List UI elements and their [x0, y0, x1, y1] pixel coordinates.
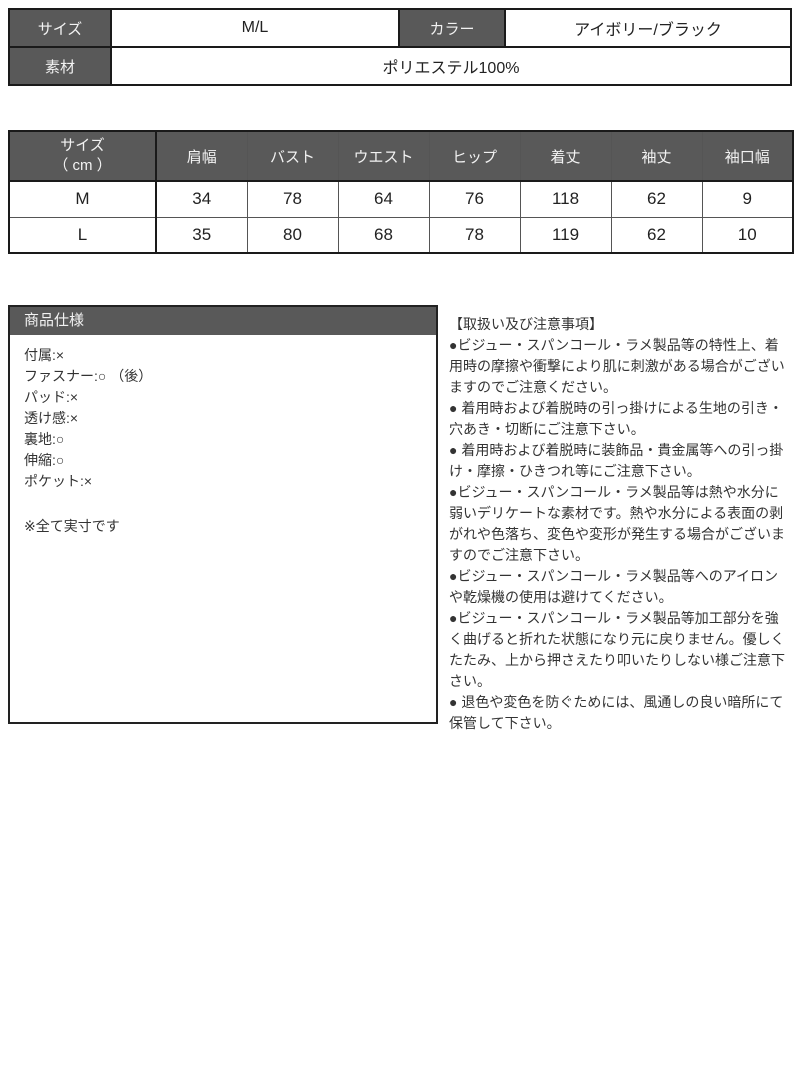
size-chart-corner-line2: （ cm ） — [53, 157, 112, 174]
spec-line-pocket: ポケット:× — [24, 473, 93, 489]
spec-line-pad: パッド:× — [24, 389, 79, 405]
spec-box-body: 付属:× ファスナー:○ （後） パッド:× 透け感:× 裏地:○ 伸縮:○ ポ… — [10, 335, 436, 547]
spec-blank-spacer — [24, 492, 422, 516]
column-header-hip: ヒップ — [428, 130, 521, 182]
size-l-hip: 78 — [428, 216, 521, 254]
size-m-hip: 76 — [428, 180, 521, 218]
bottom-section: 商品仕様 付属:× ファスナー:○ （後） パッド:× 透け感:× 裏地:○ 伸… — [8, 305, 792, 734]
care-note-item: ●ビジュー・スパンコール・ラメ製品等へのアイロンや乾燥機の使用は避けてください。 — [449, 568, 779, 605]
info-table-row-1: サイズ M/L カラー アイボリー/ブラック — [8, 8, 792, 48]
care-notes: 【取扱い及び注意事項】 ●ビジュー・スパンコール・ラメ製品等の特性上、着用時の摩… — [449, 305, 792, 734]
care-note-item: ● 退色や変色を防ぐためには、風通しの良い暗所にて保管して下さい。 — [449, 694, 784, 731]
size-m-label: M — [8, 180, 157, 218]
size-m-shoulder: 34 — [155, 180, 248, 218]
size-m-length: 118 — [519, 180, 612, 218]
spec-line-fastener: ファスナー:○ （後） — [24, 368, 153, 384]
column-header-length: 着丈 — [519, 130, 612, 182]
size-chart-corner-line1: サイズ — [60, 137, 105, 154]
size-l-waist: 68 — [337, 216, 430, 254]
column-header-waist: ウエスト — [337, 130, 430, 182]
care-note-item: ● 着用時および着脱時の引っ掛けによる生地の引き・穴あき・切断にご注意下さい。 — [449, 400, 783, 437]
size-value-cell: M/L — [110, 8, 400, 48]
column-header-shoulder: 肩幅 — [155, 130, 248, 182]
size-l-label: L — [8, 216, 157, 254]
spec-line-accessories: 付属:× — [24, 347, 65, 363]
product-info-table: サイズ M/L カラー アイボリー/ブラック 素材 ポリエステル100% — [8, 8, 792, 86]
size-label-cell: サイズ — [8, 8, 112, 48]
size-m-cuff: 9 — [701, 180, 794, 218]
product-spec-page: サイズ M/L カラー アイボリー/ブラック 素材 ポリエステル100% サイズ… — [8, 8, 794, 734]
size-row-m: M 34 78 64 76 118 62 9 — [8, 180, 794, 218]
size-m-waist: 64 — [337, 180, 430, 218]
column-header-bust: バスト — [246, 130, 339, 182]
size-l-shoulder: 35 — [155, 216, 248, 254]
size-l-length: 119 — [519, 216, 612, 254]
column-header-sleeve: 袖丈 — [610, 130, 703, 182]
material-value-cell: ポリエステル100% — [110, 46, 792, 86]
column-header-cuff: 袖口幅 — [701, 130, 794, 182]
size-l-bust: 80 — [246, 216, 339, 254]
care-note-item: ●ビジュー・スパンコール・ラメ製品等加工部分を強く曲げると折れた状態になり元に戻… — [449, 610, 785, 689]
spec-line-lining: 裏地:○ — [24, 431, 65, 447]
spec-line-stretch: 伸縮:○ — [24, 452, 65, 468]
size-chart-header-row: サイズ （ cm ） 肩幅 バスト ウエスト ヒップ 着丈 袖丈 袖口幅 — [8, 130, 794, 182]
spec-box-title: 商品仕様 — [10, 307, 436, 335]
color-value-cell: アイボリー/ブラック — [504, 8, 792, 48]
size-m-sleeve: 62 — [610, 180, 703, 218]
size-row-l: L 35 80 68 78 119 62 10 — [8, 216, 794, 254]
spec-line-sheerness: 透け感:× — [24, 410, 79, 426]
material-label-cell: 素材 — [8, 46, 112, 86]
care-notes-title: 【取扱い及び注意事項】 — [449, 316, 603, 332]
size-chart-corner-cell: サイズ （ cm ） — [8, 130, 157, 182]
size-l-sleeve: 62 — [610, 216, 703, 254]
color-label-cell: カラー — [398, 8, 506, 48]
info-table-row-2: 素材 ポリエステル100% — [8, 46, 792, 86]
care-note-item: ●ビジュー・スパンコール・ラメ製品等は熱や水分に弱いデリケートな素材です。熱や水… — [449, 484, 785, 563]
spec-note: ※全て実寸です — [24, 518, 120, 534]
size-m-bust: 78 — [246, 180, 339, 218]
size-measurement-table: サイズ （ cm ） 肩幅 バスト ウエスト ヒップ 着丈 袖丈 袖口幅 M 3… — [8, 130, 794, 254]
care-note-item: ●ビジュー・スパンコール・ラメ製品等の特性上、着用時の摩擦や衝撃により肌に刺激が… — [449, 337, 785, 395]
size-l-cuff: 10 — [701, 216, 794, 254]
product-spec-box: 商品仕様 付属:× ファスナー:○ （後） パッド:× 透け感:× 裏地:○ 伸… — [8, 305, 438, 724]
care-note-item: ● 着用時および着脱時に装飾品・貴金属等への引っ掛け・摩擦・ひきつれ等にご注意下… — [449, 442, 784, 479]
